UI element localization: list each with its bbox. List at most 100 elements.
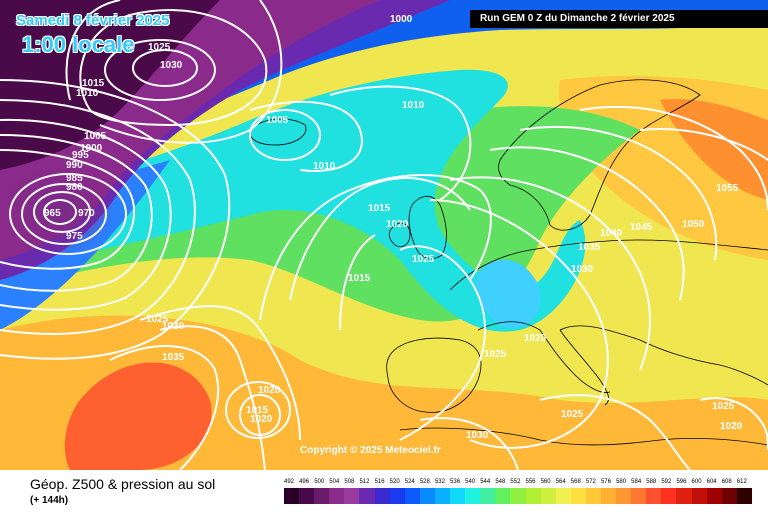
isobar-label: 980 xyxy=(66,182,83,193)
isobar-low-995 xyxy=(0,118,172,311)
isobar-north-1020 xyxy=(79,9,268,127)
scale-label: 524 xyxy=(404,479,415,485)
isobar-label: 1025 xyxy=(484,349,507,360)
scale-swatch xyxy=(359,488,375,504)
isobar-label: 1020 xyxy=(250,414,273,425)
scale-label: 492 xyxy=(284,479,295,485)
scale-label: 592 xyxy=(661,479,672,485)
coastlines xyxy=(249,79,768,446)
scale-swatch xyxy=(465,488,481,504)
isobar-label: 1035 xyxy=(162,352,185,363)
coastline-iceland xyxy=(249,118,307,146)
scale-label: 528 xyxy=(419,479,430,485)
scale-label: 588 xyxy=(646,479,657,485)
isobar-small-low-1020 xyxy=(225,381,291,439)
isobar-1030-europe xyxy=(429,199,609,449)
scale-label: 556 xyxy=(525,479,536,485)
isobar-label: 995 xyxy=(72,150,89,161)
isobar-label: 1020 xyxy=(386,219,409,230)
isobar-high-1025-north xyxy=(104,39,216,101)
scale-label: 604 xyxy=(706,479,717,485)
scale-label: 508 xyxy=(344,479,355,485)
color-scale: 492 496 500 504 508 512 516 520 524 528 532 536 540 5… xyxy=(284,478,752,504)
scale-swatch xyxy=(585,488,601,504)
weather-map: 1000 1025 1030 1015 1010 1005 1000 995 9… xyxy=(0,0,768,470)
scale-label: 612 xyxy=(736,479,747,485)
isobar-label: 1020 xyxy=(524,333,547,344)
isobar-label: 1025 xyxy=(412,254,435,265)
scale-swatch xyxy=(389,488,405,504)
scale-label: 544 xyxy=(480,479,491,485)
isobar-1035-europe xyxy=(449,176,651,371)
scale-label: 600 xyxy=(691,479,702,485)
scale-label: 580 xyxy=(616,479,627,485)
coastline-british-isles xyxy=(408,195,447,259)
scale-swatch xyxy=(661,488,677,504)
scale-label: 572 xyxy=(585,479,596,485)
isobar-label: 1000 xyxy=(80,143,103,154)
scale-label: 512 xyxy=(359,479,370,485)
isobar-1025-europe xyxy=(399,245,486,441)
isobar-1010-north xyxy=(329,85,472,201)
isobar-1045-europe xyxy=(519,125,718,261)
geopotential-band-dark-purple xyxy=(0,0,220,170)
scale-swatch xyxy=(646,488,662,504)
scale-label: 596 xyxy=(676,479,687,485)
coastline-ireland xyxy=(388,222,411,248)
isobar-1025-southeast xyxy=(539,394,691,470)
scale-swatch xyxy=(434,488,451,504)
scale-label: 584 xyxy=(631,479,642,485)
isobar-label: 1005 xyxy=(84,131,107,142)
isobar-1035-west xyxy=(109,345,220,470)
isobar-label: 1050 xyxy=(682,219,705,230)
isobar-high-1030-north xyxy=(132,49,198,87)
isobar-label: 1035 xyxy=(578,242,601,253)
isobar-label: 1025 xyxy=(148,42,171,53)
isobar-label: 970 xyxy=(78,208,95,219)
isobar-label: 1025 xyxy=(561,409,584,420)
isobar-low-inner xyxy=(43,199,77,225)
isobar-1055-east xyxy=(639,128,768,161)
scale-swatch xyxy=(676,488,692,504)
isobars xyxy=(0,0,768,470)
scale-label: 520 xyxy=(389,479,400,485)
scale-swatch xyxy=(450,488,466,504)
scale-label: 552 xyxy=(510,479,521,485)
scale-label: 548 xyxy=(495,479,506,485)
scale-label: 496 xyxy=(299,479,310,485)
scale-swatch xyxy=(510,488,526,504)
scale-swatch xyxy=(736,488,752,504)
isobar-label: 1015 xyxy=(82,78,105,89)
coastline-continent xyxy=(449,239,768,393)
isobar-1015-central xyxy=(289,177,471,301)
isobar-label: 1015 xyxy=(348,273,371,284)
isobar-low-970 xyxy=(33,191,91,233)
scale-label: 576 xyxy=(600,479,611,485)
isobar-small-low-1015 xyxy=(239,394,281,436)
isobar-label: 1045 xyxy=(630,222,653,233)
scale-swatch xyxy=(706,488,722,504)
scale-label: 568 xyxy=(570,479,581,485)
scale-label: 608 xyxy=(721,479,732,485)
scale-swatch xyxy=(525,488,541,504)
scale-swatch xyxy=(616,488,632,504)
isobar-label: 1055 xyxy=(716,183,739,194)
isobar-label: 1025 xyxy=(712,401,735,412)
isobar-label: 965 xyxy=(44,208,61,219)
isobar-1030-west xyxy=(159,325,266,470)
scale-label: 540 xyxy=(465,479,476,485)
low-pressure-core xyxy=(5,165,115,255)
scale-swatch xyxy=(600,488,617,504)
isobar-iceland-1005 xyxy=(249,109,321,161)
forecast-date: Samedi 8 février 2025 xyxy=(16,12,170,29)
isobar-low-975 xyxy=(21,183,107,245)
isobar-label: 1030 xyxy=(466,430,489,441)
color-scale-bar xyxy=(284,488,752,504)
coastline-scandinavia xyxy=(498,79,701,231)
isobar-label: 1010 xyxy=(76,88,99,99)
footer: Géop. Z500 & pression au sol (+ 144h) 49… xyxy=(0,470,768,512)
isobar-low-985 xyxy=(0,149,135,270)
isobar-1010-atlantic xyxy=(249,100,363,172)
scale-label: 560 xyxy=(540,479,551,485)
isobar-label: 1010 xyxy=(402,100,425,111)
